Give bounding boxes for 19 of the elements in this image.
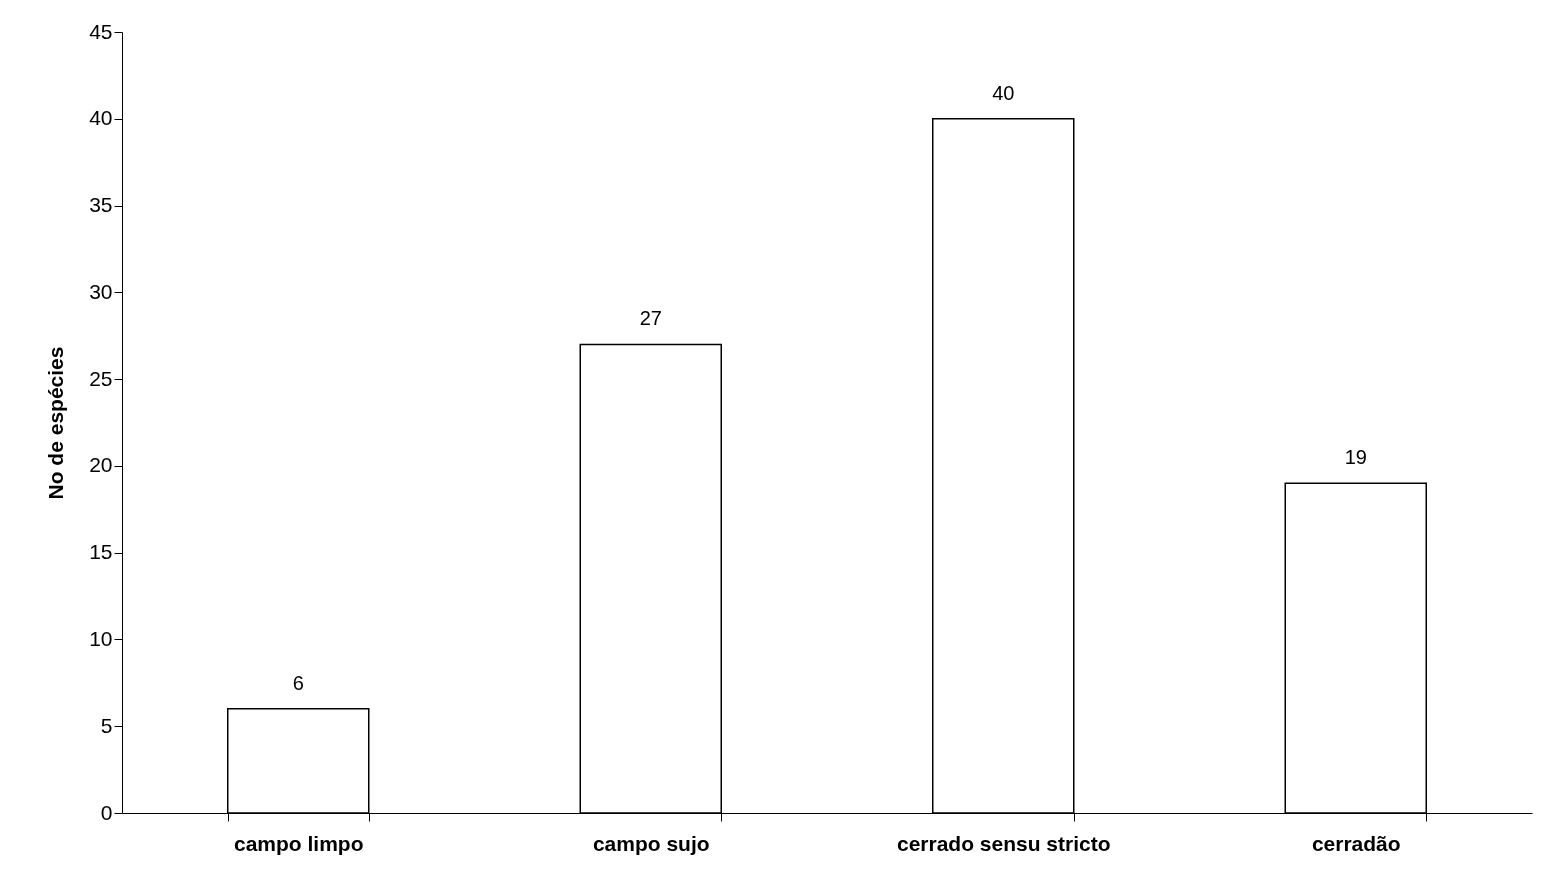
y-tick-label: 25 <box>89 366 113 390</box>
y-tick-label: 35 <box>89 193 113 217</box>
y-axis-title: No de espécies <box>44 346 68 500</box>
x-tick-label: cerrado sensu stricto <box>896 831 1111 855</box>
y-tick-label: 20 <box>89 453 113 477</box>
x-tick-label: cerradão <box>1311 831 1401 855</box>
y-tick-label: 5 <box>100 713 113 737</box>
y-tick-label: 10 <box>89 626 113 650</box>
data-label: 6 <box>292 671 304 694</box>
y-tick-label: 45 <box>89 19 113 43</box>
x-tick-label: campo sujo <box>592 831 710 855</box>
y-tick-label: 30 <box>89 279 113 303</box>
y-tick-label: 40 <box>89 106 113 130</box>
x-tick-label: campo limpo <box>233 831 364 855</box>
y-tick-label: 0 <box>100 800 113 824</box>
data-label: 19 <box>1344 446 1367 469</box>
data-label: 27 <box>639 307 662 330</box>
y-tick-label: 15 <box>89 540 113 564</box>
data-label: 40 <box>992 81 1015 104</box>
